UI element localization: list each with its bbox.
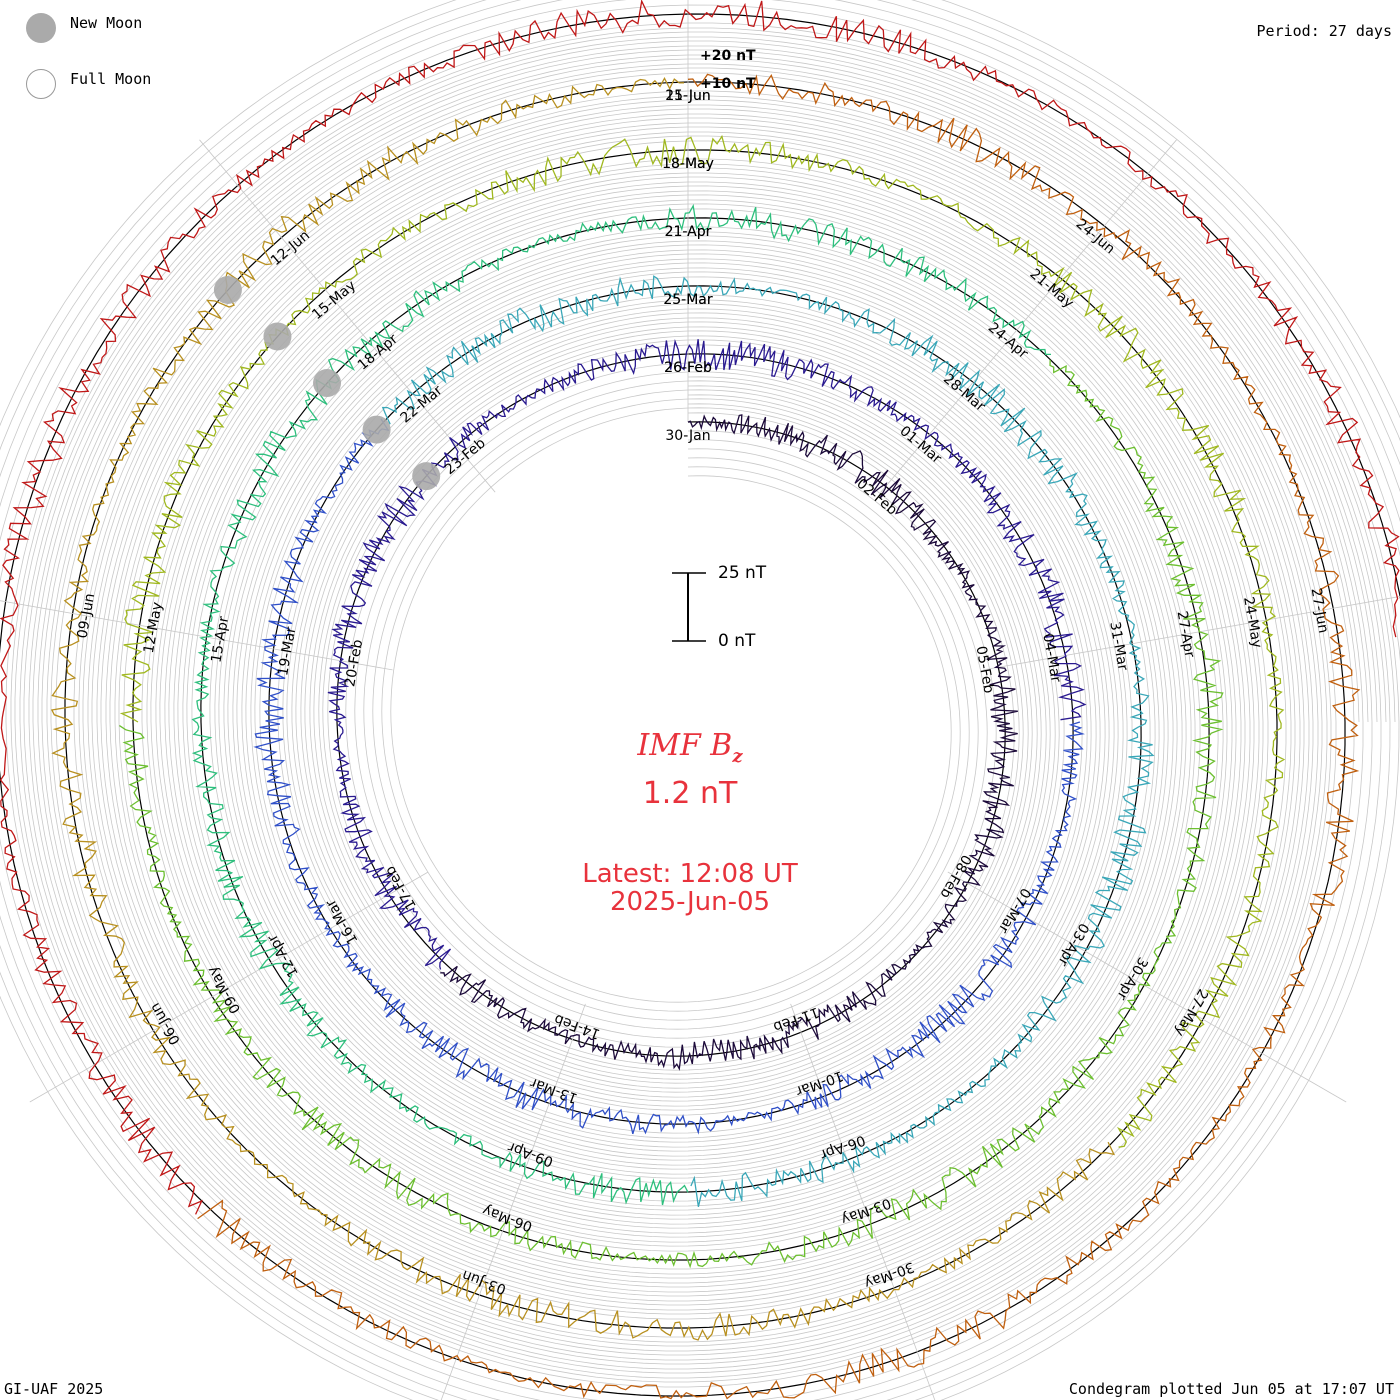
ring-tag-plus20: +20 nT (700, 48, 756, 64)
bz-series-segment (327, 339, 1087, 970)
date-labels: 30-Jan02-Feb05-Feb08-Feb11-Feb14-Feb17-F… (75, 88, 1332, 1297)
bz-series-segment (119, 359, 1224, 1269)
grid-ring (5, 22, 1400, 1388)
new-moon-marker (313, 369, 342, 398)
date-label: 07-Mar (995, 885, 1034, 936)
date-label: 05-Feb (973, 645, 997, 695)
scale-bar (672, 572, 706, 642)
new-moon-marker (213, 275, 242, 304)
new-moon-marker (412, 462, 441, 491)
grid-ring (50, 67, 1360, 1343)
date-label: 30-May (862, 1258, 916, 1291)
date-label: 09-Apr (506, 1138, 556, 1169)
scale-bottom-label: 0 nT (718, 631, 756, 651)
grid-ring (32, 49, 1378, 1361)
date-label: 15-Apr (208, 615, 232, 664)
day-spoke (880, 139, 1177, 493)
bz-series-segment (197, 73, 1361, 1400)
current-value: 1.2 nT (642, 776, 738, 811)
date-label: 08-Feb (936, 852, 974, 901)
date-label: 26-Feb (664, 360, 712, 376)
date-label: 19-Mar (275, 625, 299, 677)
chart-title: IMF Bz (600, 728, 780, 767)
date-label: 26-Feb (664, 360, 712, 376)
grid-ring (23, 40, 1387, 1370)
new-moon-marker (362, 415, 391, 444)
day-spoke (947, 871, 1347, 1103)
date-label: 12-Jun (268, 227, 313, 269)
date-label: 14-Feb (552, 1011, 602, 1042)
date-label: 15-Jun (665, 88, 711, 104)
date-label: 27-Apr (1173, 610, 1197, 659)
date-label: 18-May (662, 156, 714, 172)
date-label: 24-May (1240, 596, 1265, 650)
grid-ring (14, 31, 1396, 1379)
date-label: 04-Mar (1039, 632, 1063, 684)
plotted-timestamp: Condegram plotted Jun 05 at 17:07 UT (1068, 1380, 1394, 1398)
day-spoke (440, 1003, 586, 1400)
date-label: 18-May (662, 156, 714, 172)
date-label: 09-Jun (75, 592, 99, 640)
date-label: 12-May (141, 601, 166, 655)
chart-title-sub: z (732, 746, 743, 767)
period-label: Period: 27 days (1256, 22, 1392, 40)
credit-label: GI-UAF 2025 (4, 1380, 104, 1398)
new-moon-legend-icon (26, 13, 56, 43)
date-label: 30-Jan (665, 428, 710, 444)
date-label: 15-May (309, 278, 359, 324)
date-label: 21-Jun (665, 88, 711, 104)
bz-series-segment (440, 414, 1018, 1071)
date-label: 25-Mar (663, 292, 713, 308)
full-moon-legend-icon (26, 69, 56, 99)
date-label: 31-Mar (1106, 620, 1130, 672)
bz-series-segment (119, 134, 1286, 1148)
date-label: 06-May (480, 1202, 534, 1235)
date-label: 13-Mar (528, 1074, 580, 1106)
new-moon-legend-label: New Moon (70, 14, 143, 32)
latest-time: Latest: 12:08 UT (582, 859, 798, 889)
date-label: 06-Jun (147, 1000, 184, 1047)
date-label: 30-Apr (1113, 954, 1150, 1003)
ring-tag-plus10: +10 nT (700, 76, 756, 92)
day-spoke (199, 139, 496, 493)
bz-series-segment (0, 0, 1400, 1215)
new-moon-marker (263, 322, 292, 351)
zero-line (0, 13, 1400, 1397)
day-spoke (0, 600, 393, 671)
bz-series-segment (381, 275, 1155, 1207)
date-label: 27-Jun (1308, 587, 1332, 635)
day-spoke (983, 596, 1400, 671)
bz-series-segment (191, 203, 1051, 1206)
grid-ring (41, 58, 1369, 1352)
latest-date: 2025-Jun-05 (609, 887, 771, 917)
date-label: 03-May (839, 1194, 893, 1227)
full-moon-legend-label: Full Moon (70, 70, 152, 88)
date-label: 21-Apr (665, 224, 712, 240)
date-label: 21-Apr (665, 224, 712, 240)
latest-timestamp: Latest: 12:08 UT 2025-Jun-05 (540, 860, 840, 916)
date-label: 21-May (1027, 266, 1077, 312)
date-label: 10-Mar (793, 1067, 845, 1099)
moon-markers (213, 275, 441, 491)
bz-series-segment (50, 77, 1116, 1341)
bz-series-segment (253, 418, 1085, 1135)
scale-top-label: 25 nT (718, 563, 767, 583)
date-label: 25-Mar (663, 292, 713, 308)
date-label: 17-Feb (382, 863, 420, 912)
chart-title-main: IMF B (637, 728, 733, 763)
